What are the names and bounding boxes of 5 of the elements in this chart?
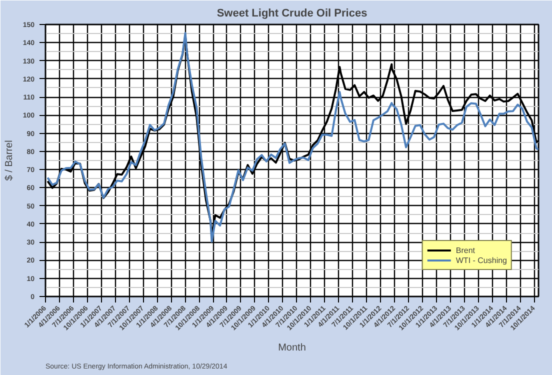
y-axis-title: $ / Barrel [4, 140, 15, 181]
legend-label: WTI - Cushing [456, 255, 507, 265]
x-axis-title: Month [278, 342, 306, 354]
legend-label: Brent [456, 245, 476, 255]
chart-title: Sweet Light Crude Oil Prices [216, 8, 368, 20]
